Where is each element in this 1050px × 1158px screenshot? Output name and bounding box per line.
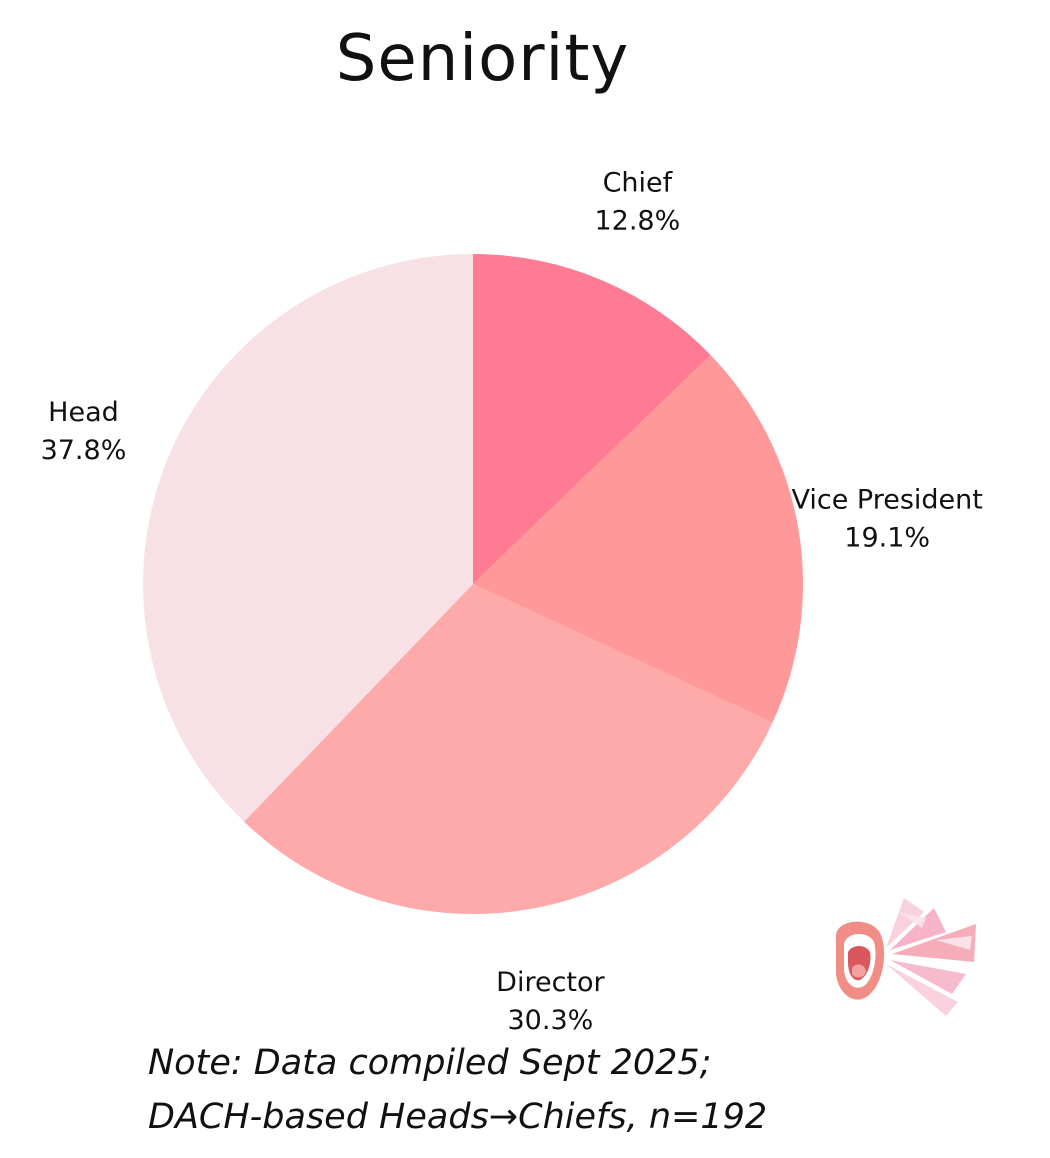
slice-name-label: Vice President <box>792 484 983 515</box>
pie-labels: Chief 12.8% Vice President 19.1% Director 30.… <box>41 168 983 1036</box>
pie-slice-vice-president <box>473 355 803 723</box>
chart-title: Seniority <box>335 22 630 96</box>
chart-note: Note: Data compiled Sept 2025; DACH-base… <box>148 1036 767 1144</box>
slice-percent-label: 30.3% <box>508 1005 594 1036</box>
slice-percent-label: 12.8% <box>594 206 680 237</box>
slice-name-label: Director <box>496 967 605 998</box>
slice-percent-label: 19.1% <box>844 522 930 553</box>
pie-slice-chief <box>473 254 711 584</box>
slice-percent-label: 37.8% <box>41 435 127 466</box>
shouting-mouth-icon <box>835 898 976 1016</box>
slice-name-label: Chief <box>603 168 674 199</box>
pie-slice-head <box>142 254 473 822</box>
slice-name-label: Head <box>48 397 119 428</box>
note-line-2: DACH-based Heads→Chiefs, n=192 <box>148 1097 768 1137</box>
pie-slices <box>142 254 803 914</box>
note-line-1: Note: Data compiled Sept 2025; <box>148 1043 712 1083</box>
pie-slice-director <box>244 584 773 914</box>
